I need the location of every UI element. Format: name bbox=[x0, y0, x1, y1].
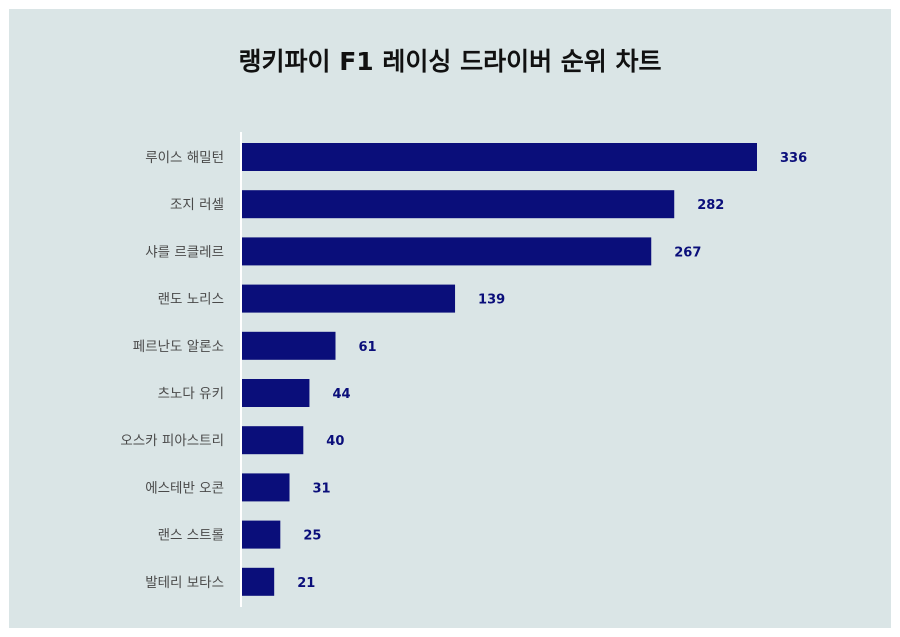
value-label: 40 bbox=[326, 434, 344, 449]
bar bbox=[242, 331, 336, 360]
value-label: 31 bbox=[313, 481, 331, 496]
value-label: 21 bbox=[297, 576, 315, 591]
value-label: 61 bbox=[358, 340, 376, 355]
value-label: 282 bbox=[697, 198, 724, 213]
value-label: 139 bbox=[478, 293, 505, 308]
category-label: 샤를 르클레르 bbox=[145, 244, 224, 260]
bars-group bbox=[242, 143, 757, 596]
category-label: 츠노다 유키 bbox=[158, 386, 224, 402]
category-label: 발테리 보타스 bbox=[145, 575, 224, 591]
bar bbox=[242, 473, 290, 502]
category-label: 랜도 노리스 bbox=[158, 292, 224, 308]
category-label: 루이스 해밀턴 bbox=[145, 150, 224, 166]
category-label: 조지 러셀 bbox=[170, 197, 224, 213]
value-label: 267 bbox=[674, 245, 701, 260]
bar bbox=[242, 284, 456, 313]
bar bbox=[242, 520, 281, 549]
value-label: 25 bbox=[303, 529, 321, 544]
bar bbox=[242, 190, 675, 219]
category-label: 랜스 스트롤 bbox=[158, 528, 224, 544]
chart-title: 랭키파이 F1 레이싱 드라이버 순위 차트 bbox=[238, 47, 662, 76]
bar bbox=[242, 426, 304, 455]
bar bbox=[242, 143, 757, 171]
value-label: 44 bbox=[332, 387, 350, 402]
category-label: 오스카 피아스트리 bbox=[120, 433, 224, 449]
bar bbox=[242, 237, 652, 266]
bar bbox=[242, 379, 310, 407]
category-label: 페르난도 알론소 bbox=[133, 339, 224, 355]
value-label: 336 bbox=[780, 151, 807, 166]
bar bbox=[242, 567, 275, 596]
value-labels-group: 336 282 267 139 61 44 40 31 25 21 bbox=[297, 151, 807, 591]
category-label: 에스테반 오콘 bbox=[145, 480, 224, 496]
chart-background bbox=[9, 9, 891, 628]
